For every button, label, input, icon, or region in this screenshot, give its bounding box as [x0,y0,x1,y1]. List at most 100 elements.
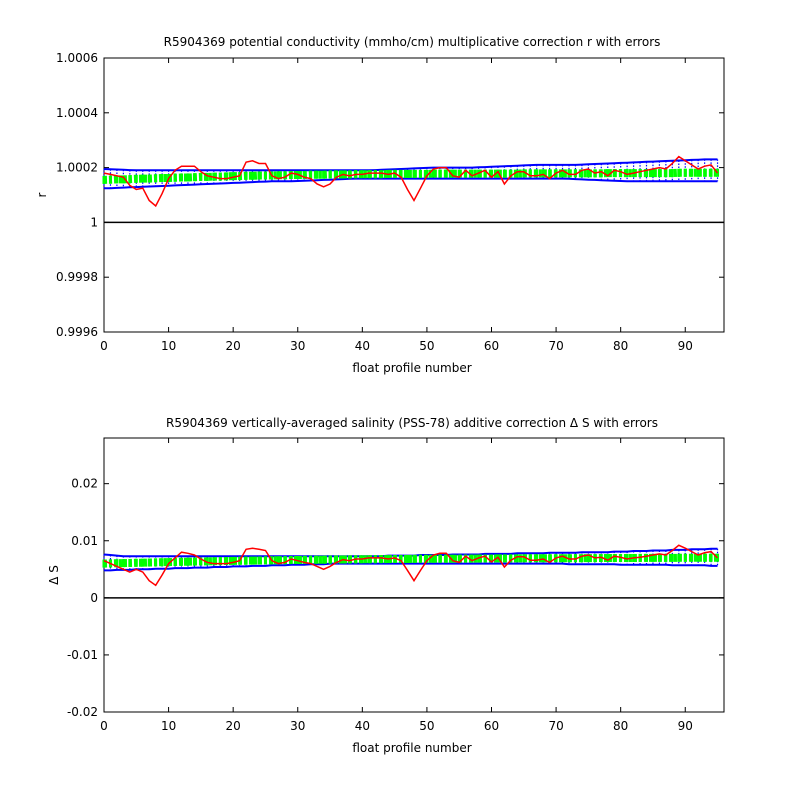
salinity-fit-point [535,554,539,563]
salinity-fit-point [380,555,384,564]
conductivity-fit-point [522,169,526,178]
conductivity-x-tick-label: 0 [100,339,108,353]
salinity-y-tick-label: 0 [90,591,98,605]
conductivity-x-tick-label: 70 [548,339,563,353]
conductivity-fit-point [315,170,319,179]
conductivity-x-tick-label: 50 [419,339,434,353]
conductivity-fit-point [548,169,552,178]
conductivity-fit-point [470,169,474,178]
salinity-x-tick-label: 30 [290,719,305,733]
conductivity-fit-point [141,174,145,183]
conductivity-fit-point [670,169,674,178]
conductivity-correction-panel: R5904369 potential conductivity (mmho/cm… [35,35,725,375]
salinity-x-tick-label: 80 [613,719,628,733]
salinity-fit-point [244,556,248,565]
conductivity-fit-point [128,175,132,184]
conductivity-fit-point [309,170,313,179]
conductivity-x-ticks: 0 10 20 30 40 50 60 70 80 90 [100,58,693,353]
salinity-fit-point [645,553,648,562]
salinity-chart-marks [102,544,724,599]
salinity-fit-point [289,556,293,565]
conductivity-fit-point [464,169,468,178]
conductivity-fit-point [619,169,623,178]
conductivity-fit-point [457,169,461,178]
salinity-fit-point [199,557,203,566]
conductivity-fit-point [418,169,422,178]
conductivity-fit-point [231,172,235,181]
salinity-x-tick-label: 60 [484,719,499,733]
conductivity-x-tick-label: 10 [161,339,176,353]
salinity-y-tick-label: -0.02 [67,705,98,719]
salinity-fit-point [457,554,461,563]
conductivity-fit-point [251,171,255,180]
salinity-fit-point [160,558,164,567]
salinity-plot-frame [103,437,725,713]
conductivity-fit-point [709,168,713,177]
conductivity-fit-point [406,169,410,178]
salinity-fit-point [548,554,552,563]
salinity-fit-point [696,553,700,562]
salinity-fit-point [134,558,138,567]
conductivity-fit-point [192,173,196,182]
conductivity-x-tick-label: 90 [678,339,693,353]
salinity-fit-point [102,559,106,568]
conductivity-fit-point [657,169,661,178]
salinity-fit-point [121,559,125,568]
salinity-y-ticks: -0.02 -0.01 0 0.01 0.02 [67,477,724,719]
salinity-fit-point [231,556,235,565]
conductivity-y-tick-label: 1.0006 [56,51,98,65]
salinity-fit-point [212,557,216,566]
salinity-correction-panel: R5904369 vertically-averaged salinity (P… [47,416,725,755]
conductivity-fit-point [205,172,209,181]
salinity-fit-point [528,554,532,563]
salinity-fit-point [283,556,287,565]
conductivity-y-ticks: 0.9996 0.9998 1 1.0002 1.0004 1.0006 [56,51,724,339]
conductivity-fit-point [289,170,293,179]
conductivity-fit-point [186,173,190,182]
salinity-fit-point [315,555,319,564]
salinity-fit-point [490,554,493,563]
salinity-fit-point [180,557,183,566]
salinity-fit-point [470,554,474,563]
salinity-fit-point [709,553,713,562]
salinity-fit-point [393,555,397,564]
conductivity-fit-point [606,169,610,178]
conductivity-fit-point [147,174,151,183]
salinity-fit-point [625,553,629,562]
salinity-x-tick-label: 20 [226,719,241,733]
salinity-fit-point [225,557,229,566]
salinity-x-tick-label: 10 [161,719,176,733]
conductivity-fit-point [651,169,655,178]
conductivity-fit-point [438,169,442,178]
conductivity-fit-point [677,168,681,177]
conductivity-fit-point [102,175,106,184]
salinity-fit-point [335,555,338,564]
salinity-x-tick-label: 70 [548,719,563,733]
conductivity-fit-point [690,168,694,177]
conductivity-y-tick-label: 1 [90,215,98,229]
salinity-fit-point [257,556,261,565]
salinity-error-lower-line [104,562,718,572]
conductivity-fit-point [625,169,629,178]
conductivity-fit-point [567,169,571,178]
conductivity-fit-point [218,172,222,181]
conductivity-fit-point [347,170,351,179]
salinity-fit-point [502,554,506,563]
conductivity-fit-point [328,170,332,179]
salinity-fit-point [677,553,681,562]
conductivity-fit-point [335,170,338,179]
salinity-y-tick-label: 0.02 [71,477,98,491]
conductivity-x-tick-label: 40 [355,339,370,353]
conductivity-fit-point [528,169,532,178]
conductivity-fit-point [180,173,183,182]
salinity-fit-point [509,554,513,563]
salinity-x-ticks: 0 10 20 30 40 50 60 70 80 90 [100,438,693,733]
conductivity-fit-point [108,175,112,184]
salinity-fit-point [309,555,313,564]
conductivity-error-lower-line [104,177,718,190]
salinity-fit-point [561,554,565,563]
conductivity-fit-point [638,169,642,178]
conductivity-fit-point [115,175,119,184]
salinity-fit-point [367,555,371,564]
conductivity-y-axis-label: r [35,192,49,197]
